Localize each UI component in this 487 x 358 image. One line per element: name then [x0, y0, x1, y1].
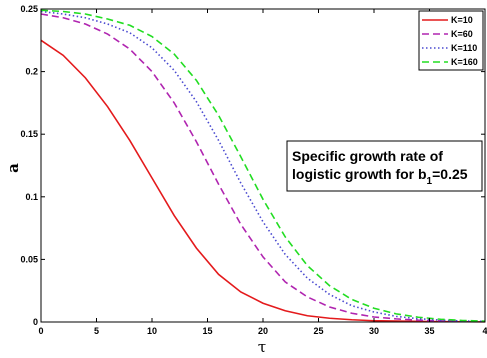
annotation: Specific growth rate of logistic growth …	[286, 140, 483, 192]
y-tick-label: 0.05	[20, 254, 38, 264]
y-tick-label: 0.15	[20, 129, 38, 139]
x-tick-label: 20	[258, 326, 268, 336]
series-layer	[40, 9, 486, 323]
legend-items: K=10 K=60 K=110 K=160	[422, 15, 478, 67]
legend-box	[418, 10, 484, 71]
legend-item: K=60	[422, 29, 473, 39]
x-tick-label: 5	[94, 326, 99, 336]
x-tick-label: 10	[147, 326, 157, 336]
annotation-line-2-tail: =0.25	[432, 166, 468, 182]
y-tick-label: 0.1	[25, 192, 38, 202]
annotation-line-2-main: logistic growth for b	[292, 166, 427, 182]
x-tick-label: 15	[202, 326, 212, 336]
series-line-k-10	[40, 39, 486, 323]
annotation-line-2-sub: 1	[427, 176, 433, 187]
annotation-line-2: logistic growth for b1=0.25	[292, 166, 468, 187]
annotation-box	[286, 140, 483, 192]
series-line-k-60	[40, 13, 486, 323]
x-tick-label: 35	[424, 326, 434, 336]
legend-label: K=160	[451, 57, 478, 67]
ticks-layer: 0 5 10 15 20 25 30 35 400.050.10.150.20.25	[20, 4, 487, 336]
x-axis-label: τ	[258, 338, 266, 356]
legend-item: K=110	[422, 43, 477, 53]
legend-item: K=160	[422, 57, 478, 67]
legend: K=10 K=60 K=110 K=160	[418, 10, 484, 71]
y-tick-label: 0.2	[25, 67, 38, 77]
legend-label: K=110	[451, 43, 477, 53]
x-tick-label: 0	[38, 326, 43, 336]
series-line-k-160	[40, 9, 486, 322]
annotation-line-1: Specific growth rate of	[292, 148, 443, 164]
y-tick-label: 0	[33, 317, 38, 327]
y-axis-label: a	[4, 163, 22, 173]
legend-label: K=10	[451, 15, 473, 25]
legend-label: K=60	[451, 29, 473, 39]
x-tick-label: 4	[482, 326, 487, 336]
x-tick-label: 25	[313, 326, 323, 336]
y-tick-label: 0.25	[20, 4, 38, 14]
legend-item: K=10	[422, 15, 473, 25]
x-tick-label: 30	[369, 326, 379, 336]
